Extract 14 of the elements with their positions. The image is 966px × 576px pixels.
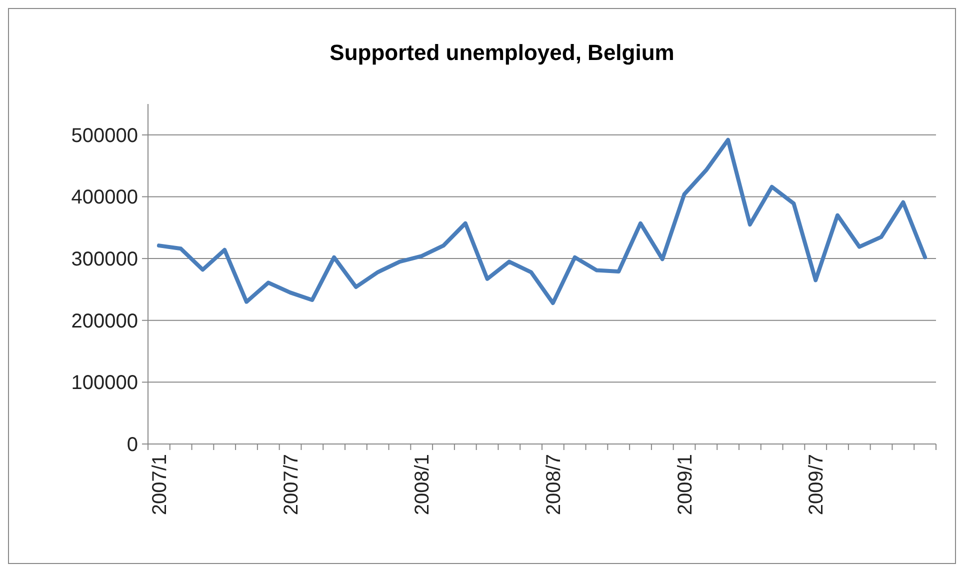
y-tick-label: 400000	[71, 186, 138, 209]
y-tick-label: 100000	[71, 372, 138, 394]
x-tick-label: 2008/1	[412, 454, 434, 516]
x-tick-label: 2009/7	[806, 454, 828, 516]
x-tick-label: 2007/1	[148, 454, 171, 516]
x-tick-label: 2007/7	[280, 454, 302, 516]
y-tick-label: 200000	[71, 310, 138, 332]
x-tick-label: 2009/1	[674, 454, 696, 516]
line-series	[156, 138, 928, 306]
chart-title: Supported unemployed, Belgium	[330, 40, 674, 65]
y-tick-label: 0	[126, 434, 138, 456]
y-tick-label: 300000	[71, 248, 138, 271]
x-tick-label: 2008/7	[542, 454, 565, 516]
y-tick-label: 500000	[71, 124, 138, 147]
